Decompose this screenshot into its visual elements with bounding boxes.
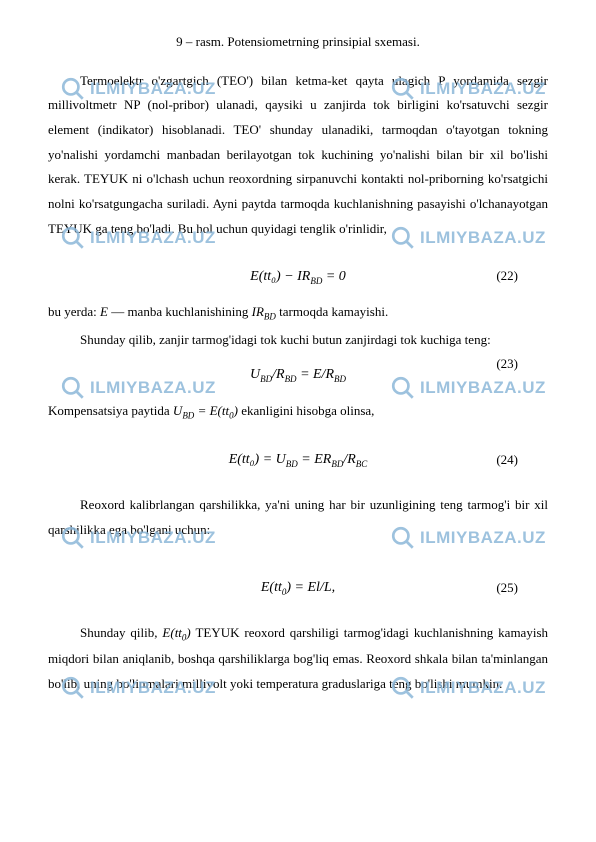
equation-23: UBD/RBD = E/RBD (23): [48, 362, 548, 389]
equation-24-body: E(tt₀) = UBD = ERBD/RBC: [229, 447, 368, 474]
equation-25: E(tt0) = El/L, (25): [48, 575, 548, 602]
figure-caption: 9 – rasm. Potensiometrning prinsipial sx…: [48, 30, 548, 55]
equation-23-body: UBD/RBD = E/RBD: [250, 362, 346, 389]
equation-24: E(tt₀) = UBD = ERBD/RBC (24): [48, 447, 548, 474]
paragraph-4: Kompensatsiya paytida UBD = E(tt0) ekanl…: [48, 399, 548, 425]
equation-number-22: (22): [496, 264, 518, 289]
equation-number-24: (24): [496, 448, 518, 473]
equation-25-body: E(tt0) = El/L,: [261, 575, 335, 602]
paragraph-2: bu yerda: E — manba kuchlanishining IRBD…: [48, 300, 548, 326]
equation-22-body: E(tt₀) − IRBD = 0: [250, 264, 346, 291]
paragraph-5: Reoxord kalibrlangan qarshilikka, ya'ni …: [48, 493, 548, 542]
equation-number-23: (23): [496, 352, 518, 377]
paragraph-3: Shunday qilib, zanjir tarmog'idagi tok k…: [48, 328, 548, 353]
equation-22: E(tt₀) − IRBD = 0 (22): [48, 264, 548, 291]
paragraph-6: Shunday qilib, E(tt0) TEYUK reoxord qars…: [48, 621, 548, 696]
paragraph-1: Termoelektr o'zgartgich (TEO') bilan ket…: [48, 69, 548, 242]
equation-number-25: (25): [496, 576, 518, 601]
